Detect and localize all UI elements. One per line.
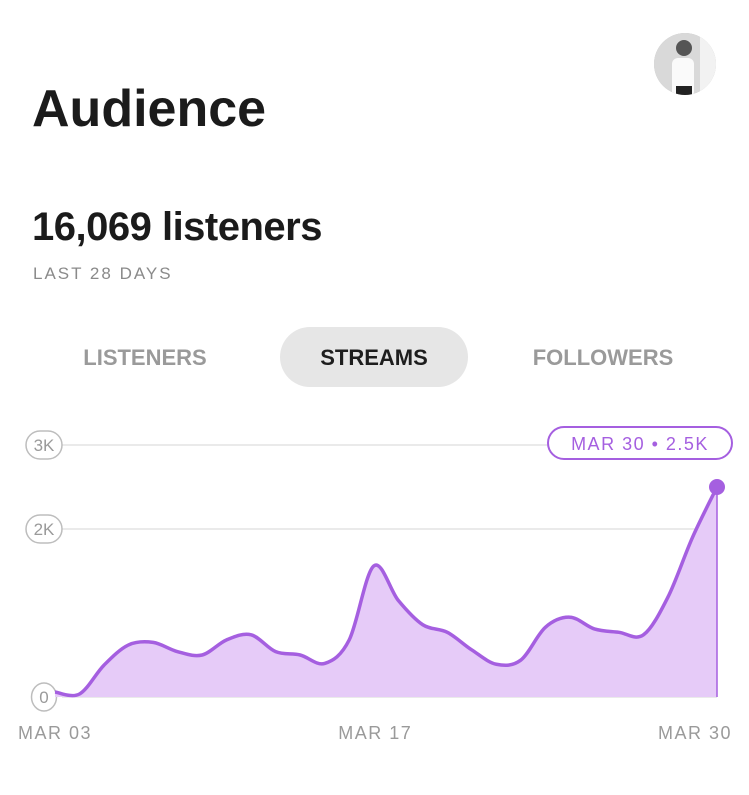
tab-bar: LISTENERS STREAMS FOLLOWERS bbox=[83, 327, 673, 387]
x-tick-label: MAR 17 bbox=[338, 723, 412, 743]
tab-selected-bg bbox=[280, 327, 468, 387]
area bbox=[55, 487, 717, 697]
y-tick-label: 3K bbox=[34, 436, 55, 455]
chart: 0 2K 3K MAR 30 • 2.5K MAR 03 MAR 17 MAR 30 bbox=[18, 426, 733, 743]
line bbox=[54, 486, 719, 698]
tab[interactable]: FOLLOWERS bbox=[533, 345, 674, 370]
avatar[interactable] bbox=[654, 33, 716, 98]
tab-label: STREAMS bbox=[320, 345, 428, 370]
x-tick-label: MAR 03 bbox=[18, 723, 92, 743]
x-tick-label: MAR 30 bbox=[658, 723, 732, 743]
y-tick-label: 0 bbox=[39, 688, 48, 707]
y-tick-pill bbox=[25, 514, 63, 544]
tab-label: FOLLOWERS bbox=[533, 345, 674, 370]
page-title: Audience bbox=[32, 80, 266, 138]
tab[interactable]: STREAMS bbox=[280, 327, 468, 387]
tab[interactable]: LISTENERS bbox=[83, 345, 206, 370]
annotation: MAR 30 • 2.5K bbox=[571, 434, 709, 454]
y-tick-pill bbox=[25, 430, 63, 460]
stat-period: LAST 28 DAYS bbox=[33, 264, 173, 283]
y-tick-label: 2K bbox=[34, 520, 55, 539]
point bbox=[709, 479, 725, 495]
tab-label: LISTENERS bbox=[83, 345, 206, 370]
stat-value: 16,069 listeners bbox=[32, 205, 322, 249]
annotation-pill bbox=[547, 426, 733, 460]
